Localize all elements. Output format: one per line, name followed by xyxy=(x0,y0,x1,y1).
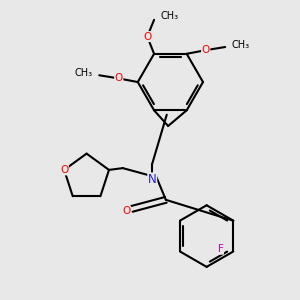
Text: O: O xyxy=(60,165,68,175)
Text: CH₃: CH₃ xyxy=(232,40,250,50)
Text: O: O xyxy=(202,45,210,55)
Text: F: F xyxy=(218,244,224,254)
Text: O: O xyxy=(122,206,130,216)
Text: O: O xyxy=(143,32,152,42)
Text: CH₃: CH₃ xyxy=(161,11,179,21)
Text: N: N xyxy=(148,173,157,186)
Text: O: O xyxy=(115,74,123,83)
Text: CH₃: CH₃ xyxy=(74,68,92,78)
